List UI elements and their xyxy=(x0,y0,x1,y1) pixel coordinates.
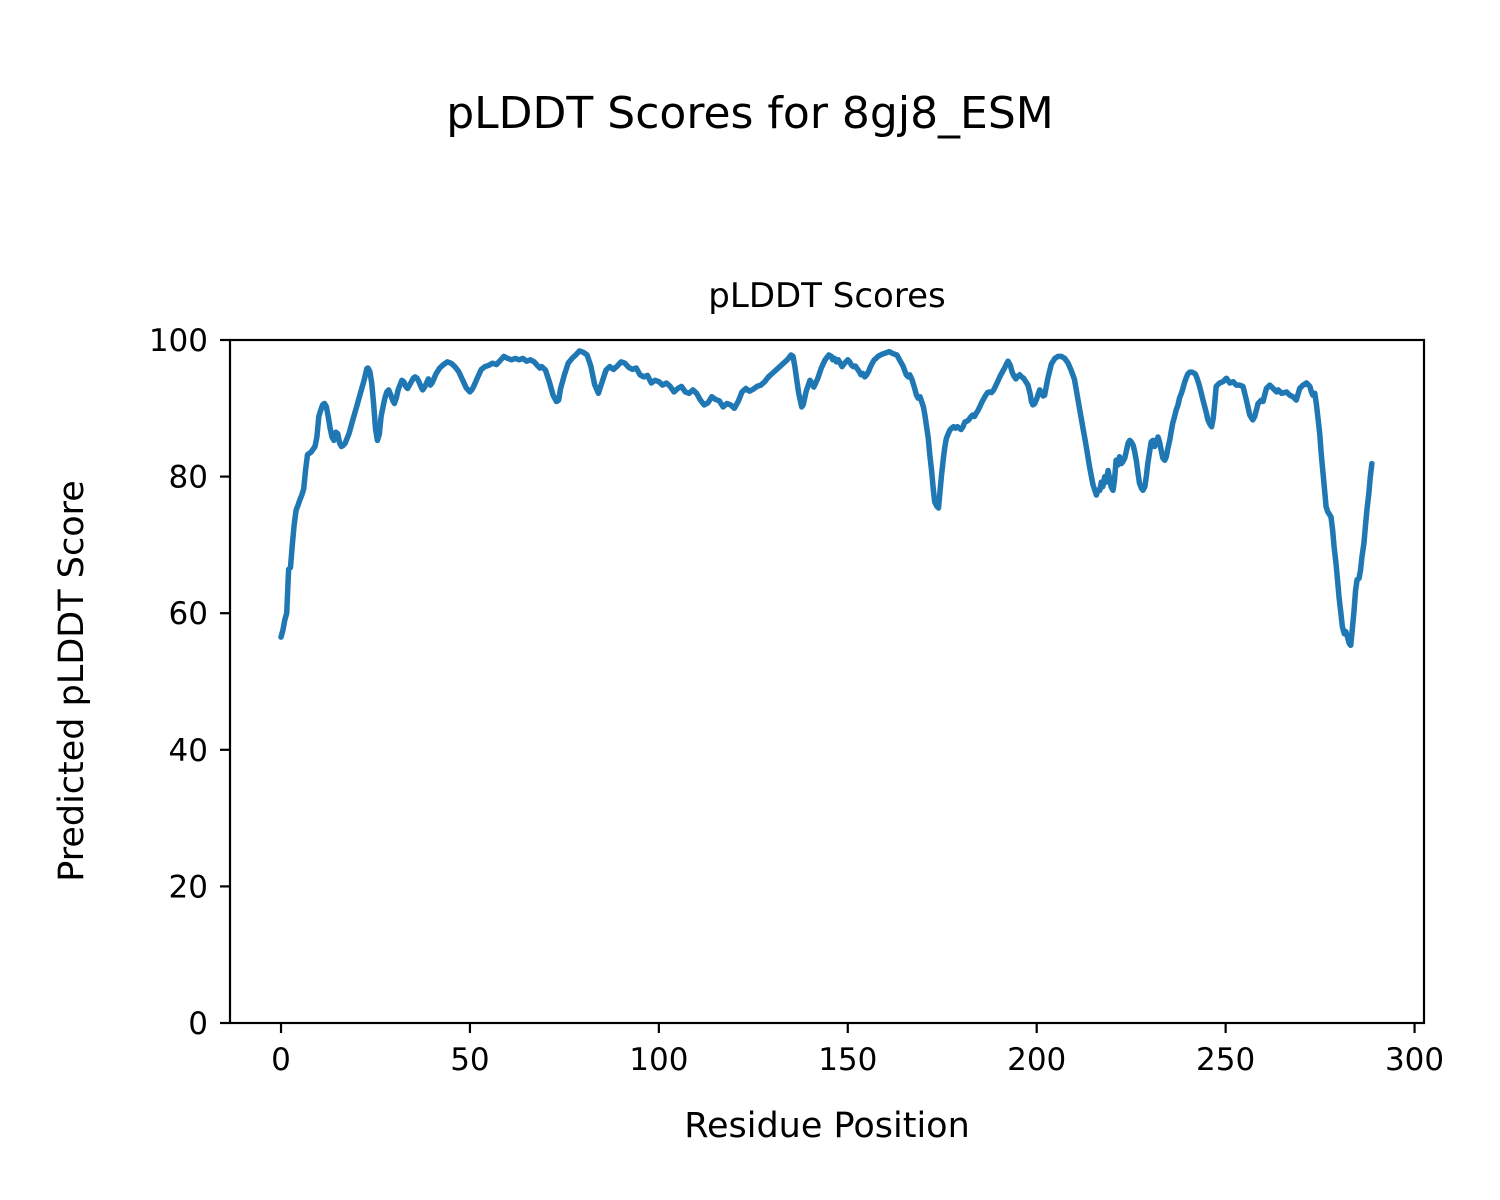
y-axis-label: Predicted pLDDT Score xyxy=(52,480,92,882)
x-tick-label: 50 xyxy=(450,1042,489,1078)
figure-title: pLDDT Scores for 8gj8_ESM xyxy=(446,88,1054,139)
y-tick-label: 20 xyxy=(169,869,208,905)
x-tick-label: 100 xyxy=(629,1042,688,1078)
axes-spines xyxy=(228,338,1426,1025)
plot-line xyxy=(278,348,1375,649)
axes-title: pLDDT Scores xyxy=(708,276,946,316)
y-tick-label: 60 xyxy=(169,596,208,632)
y-tick-label: 100 xyxy=(149,323,208,359)
x-tick-label: 150 xyxy=(818,1042,877,1078)
y-tick-label: 0 xyxy=(188,1006,208,1042)
x-tick-label: 250 xyxy=(1196,1042,1255,1078)
x-tick-label: 200 xyxy=(1007,1042,1066,1078)
x-tick-label: 0 xyxy=(271,1042,291,1078)
y-tick-label: 40 xyxy=(169,733,208,769)
x-tick-label: 300 xyxy=(1385,1042,1444,1078)
x-axis-label: Residue Position xyxy=(684,1106,970,1146)
y-tick-label: 80 xyxy=(169,460,208,496)
